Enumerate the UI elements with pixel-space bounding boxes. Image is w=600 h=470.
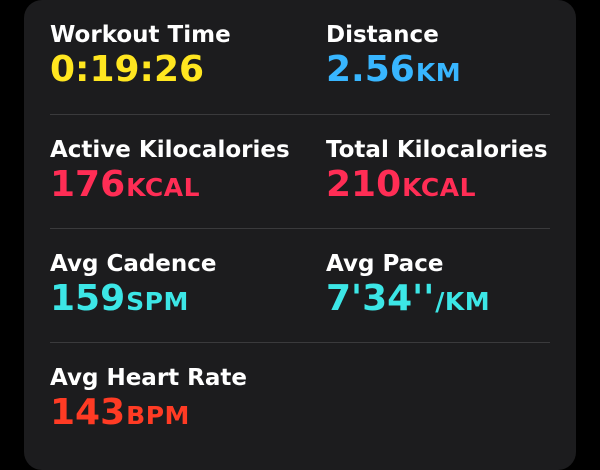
workout-time-label: Workout Time <box>50 22 231 48</box>
avg-cadence-value: 159SPM <box>50 281 189 317</box>
workout-time-metric: Workout Time 0:19:26 <box>50 0 310 114</box>
avg-heart-rate-unit: BPM <box>126 401 190 430</box>
avg-heart-rate-value: 143BPM <box>50 395 190 431</box>
workout-time-number: 0:19:26 <box>50 49 205 90</box>
avg-heart-rate-metric: Avg Heart Rate 143BPM <box>50 343 310 457</box>
avg-cadence-number: 159 <box>50 278 126 319</box>
avg-pace-value: 7'34''/KM <box>326 281 490 317</box>
avg-pace-label: Avg Pace <box>326 251 444 277</box>
avg-heart-rate-label: Avg Heart Rate <box>50 365 247 391</box>
total-kilocalories-metric: Total Kilocalories 210KCAL <box>326 115 586 229</box>
active-kilocalories-unit: KCAL <box>126 173 201 202</box>
distance-value: 2.56KM <box>326 52 461 88</box>
metrics-row: Workout Time 0:19:26 Distance 2.56KM <box>50 0 550 114</box>
avg-pace-unit: /KM <box>435 287 491 316</box>
avg-heart-rate-number: 143 <box>50 392 126 433</box>
distance-unit: KM <box>415 58 462 87</box>
divider <box>50 342 550 343</box>
avg-cadence-label: Avg Cadence <box>50 251 217 277</box>
active-kilocalories-metric: Active Kilocalories 176KCAL <box>50 115 310 229</box>
total-kilocalories-value: 210KCAL <box>326 167 476 203</box>
workout-time-value: 0:19:26 <box>50 52 204 88</box>
distance-number: 2.56 <box>326 49 415 90</box>
avg-cadence-metric: Avg Cadence 159SPM <box>50 229 310 343</box>
distance-label: Distance <box>326 22 439 48</box>
divider <box>50 114 550 115</box>
active-kilocalories-value: 176KCAL <box>50 167 200 203</box>
avg-pace-number: 7'34'' <box>326 278 435 319</box>
total-kilocalories-number: 210 <box>326 164 402 205</box>
active-kilocalories-number: 176 <box>50 164 126 205</box>
active-kilocalories-label: Active Kilocalories <box>50 137 290 163</box>
distance-metric: Distance 2.56KM <box>326 0 586 114</box>
avg-pace-metric: Avg Pace 7'34''/KM <box>326 229 586 343</box>
metrics-row: Active Kilocalories 176KCAL Total Kiloca… <box>50 115 550 229</box>
avg-cadence-unit: SPM <box>126 287 189 316</box>
total-kilocalories-label: Total Kilocalories <box>326 137 548 163</box>
metrics-row: Avg Cadence 159SPM Avg Pace 7'34''/KM <box>50 229 550 343</box>
divider <box>50 228 550 229</box>
total-kilocalories-unit: KCAL <box>402 173 477 202</box>
workout-metrics-card: Workout Time 0:19:26 Distance 2.56KM Act… <box>24 0 576 470</box>
metrics-row: Avg Heart Rate 143BPM <box>50 343 550 457</box>
